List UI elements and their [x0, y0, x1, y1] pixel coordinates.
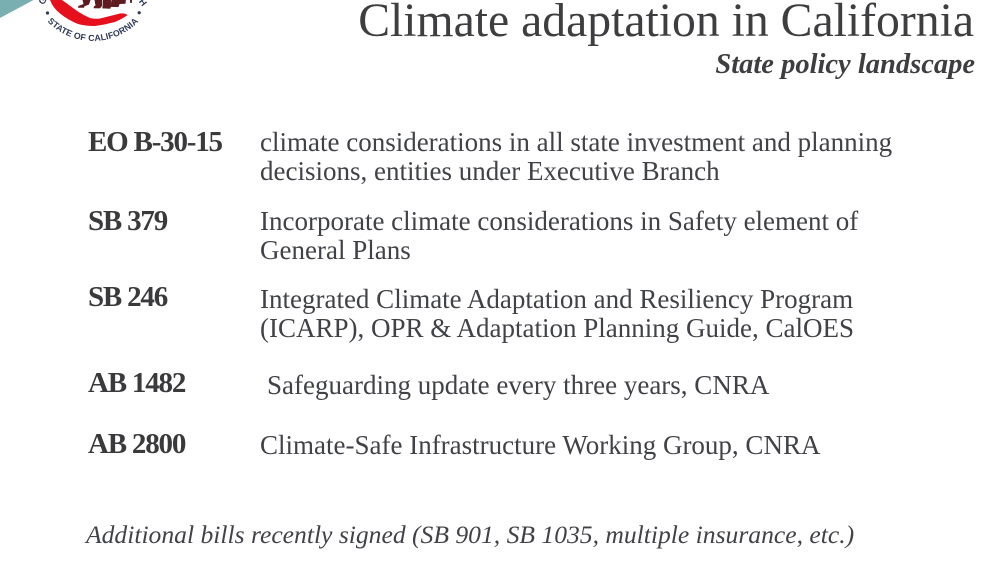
- svg-text:H: H: [137, 0, 149, 8]
- svg-text:G: G: [37, 0, 50, 7]
